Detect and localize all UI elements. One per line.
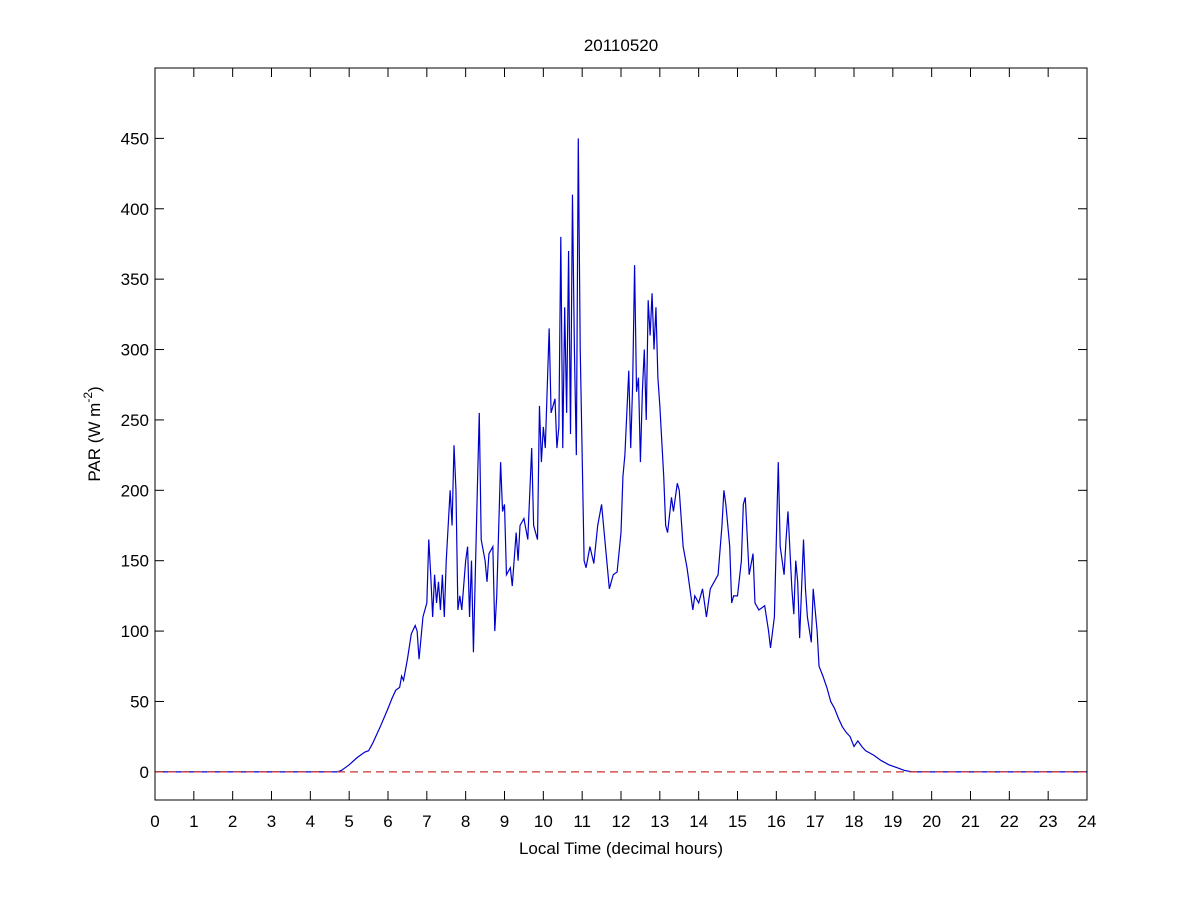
x-tick-label: 1 [189,812,198,831]
x-tick-label: 5 [344,812,353,831]
x-tick-label: 7 [422,812,431,831]
y-tick-label: 250 [121,411,149,430]
data-line [155,138,1087,773]
x-tick-label: 14 [689,812,708,831]
y-axis-label: PAR (W m-2) [81,386,104,481]
x-tick-label: 0 [150,812,159,831]
chart-title: 20110520 [584,36,658,55]
x-tick-label: 11 [573,812,591,831]
x-tick-label: 19 [883,812,902,831]
x-axis-label: Local Time (decimal hours) [519,839,723,858]
y-label-tail: ) [85,386,104,392]
x-tick-label: 10 [534,812,553,831]
x-tick-label: 23 [1039,812,1058,831]
x-tick-label: 13 [650,812,669,831]
y-tick-label: 400 [121,200,149,219]
x-tick-label: 22 [1000,812,1019,831]
y-tick-label: 100 [121,622,149,641]
x-tick-label: 9 [500,812,509,831]
y-label-text: PAR (W m [85,403,104,482]
x-tick-label: 3 [267,812,276,831]
y-tick-label: 150 [121,552,149,571]
x-tick-label: 8 [461,812,470,831]
x-tick-label: 15 [728,812,747,831]
x-tick-label: 12 [612,812,631,831]
x-tick-label: 18 [845,812,864,831]
x-tick-label: 4 [306,812,315,831]
y-tick-label: 300 [121,341,149,360]
x-tick-label: 20 [922,812,941,831]
x-tick-label: 16 [767,812,786,831]
x-tick-label: 17 [806,812,825,831]
x-tick-label: 6 [383,812,392,831]
x-tick-label: 24 [1078,812,1097,831]
y-tick-label: 350 [121,270,149,289]
plot-frame [154,67,1088,801]
y-tick-label: 50 [130,692,149,711]
x-tick-label: 2 [228,812,237,831]
y-tick-label: 200 [121,481,149,500]
y-label-sup: -2 [81,392,95,403]
y-tick-label: 450 [121,129,149,148]
y-tick-label: 0 [140,763,149,782]
x-tick-label: 21 [961,812,980,831]
